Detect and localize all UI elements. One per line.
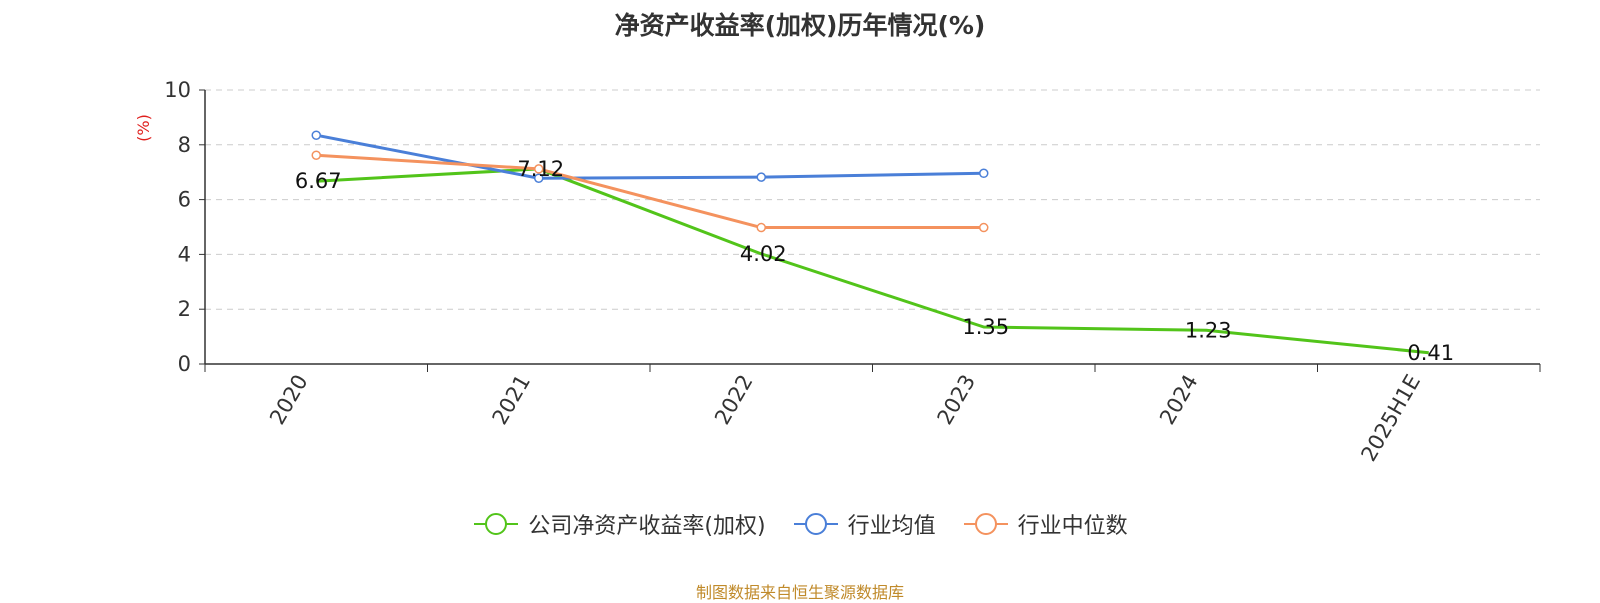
x-tick-label: 2022 xyxy=(710,371,758,429)
legend-marker-icon xyxy=(963,513,1008,535)
legend-label: 行业均值 xyxy=(847,514,936,539)
series-layer xyxy=(311,130,1429,355)
x-tick-label: 2023 xyxy=(933,371,981,429)
label-layer: 6.67 7.12 4.02 1.35 1.23 0.41 xyxy=(295,157,1454,365)
chart-title: 净资产收益率(加权)历年情况(%) xyxy=(614,11,986,40)
series-line-0 xyxy=(316,167,1429,355)
legend-label: 行业中位数 xyxy=(1017,514,1128,539)
data-point xyxy=(979,222,989,233)
legend-item[interactable]: 行业中位数 xyxy=(962,508,1128,540)
data-point xyxy=(979,168,989,179)
y-tick-label: 10 xyxy=(164,78,191,102)
x-tick-label: 2021 xyxy=(488,371,536,429)
legend-marker-icon xyxy=(793,513,838,535)
y-tick-label: 6 xyxy=(178,188,191,212)
data-point xyxy=(311,150,321,160)
data-label: 1.35 xyxy=(962,315,1009,339)
x-tick-label: 2024 xyxy=(1155,371,1203,429)
legend-marker-icon xyxy=(474,513,519,535)
source-note: 制图数据来自恒生聚源数据库 xyxy=(695,583,904,602)
data-label: 1.23 xyxy=(1185,318,1232,342)
legend: 公司净资产收益率(加权) 行业均值 行业中位数 xyxy=(0,508,1600,540)
axis-layer: 0 2 4 6 8 10 (%) 2020 2021 2022 2023 2024 2025H1E xyxy=(134,78,1541,466)
data-label: 0.41 xyxy=(1407,341,1454,365)
y-tick-label: 2 xyxy=(178,297,191,321)
grid-layer xyxy=(205,89,1540,310)
data-label: 7.12 xyxy=(517,157,564,181)
data-point xyxy=(311,130,321,140)
x-tick-label: 2020 xyxy=(265,371,313,429)
legend-item[interactable]: 公司净资产收益率(加权) xyxy=(472,508,766,540)
data-point xyxy=(756,172,766,182)
series-line-2 xyxy=(316,153,984,230)
data-label: 4.02 xyxy=(740,242,787,266)
y-tick-label: 0 xyxy=(178,352,191,376)
series-line-1 xyxy=(315,133,984,180)
y-tick-label: 8 xyxy=(178,133,191,157)
legend-label: 公司净资产收益率(加权) xyxy=(528,514,766,539)
x-tick-label: 2025H1E xyxy=(1356,371,1425,466)
data-point xyxy=(756,222,766,233)
legend-item[interactable]: 行业均值 xyxy=(792,508,936,540)
data-label: 6.67 xyxy=(295,169,342,193)
y-tick-label: 4 xyxy=(178,242,191,266)
data-point xyxy=(534,173,544,183)
data-point xyxy=(534,164,544,174)
y-axis-label: (%) xyxy=(134,114,153,142)
